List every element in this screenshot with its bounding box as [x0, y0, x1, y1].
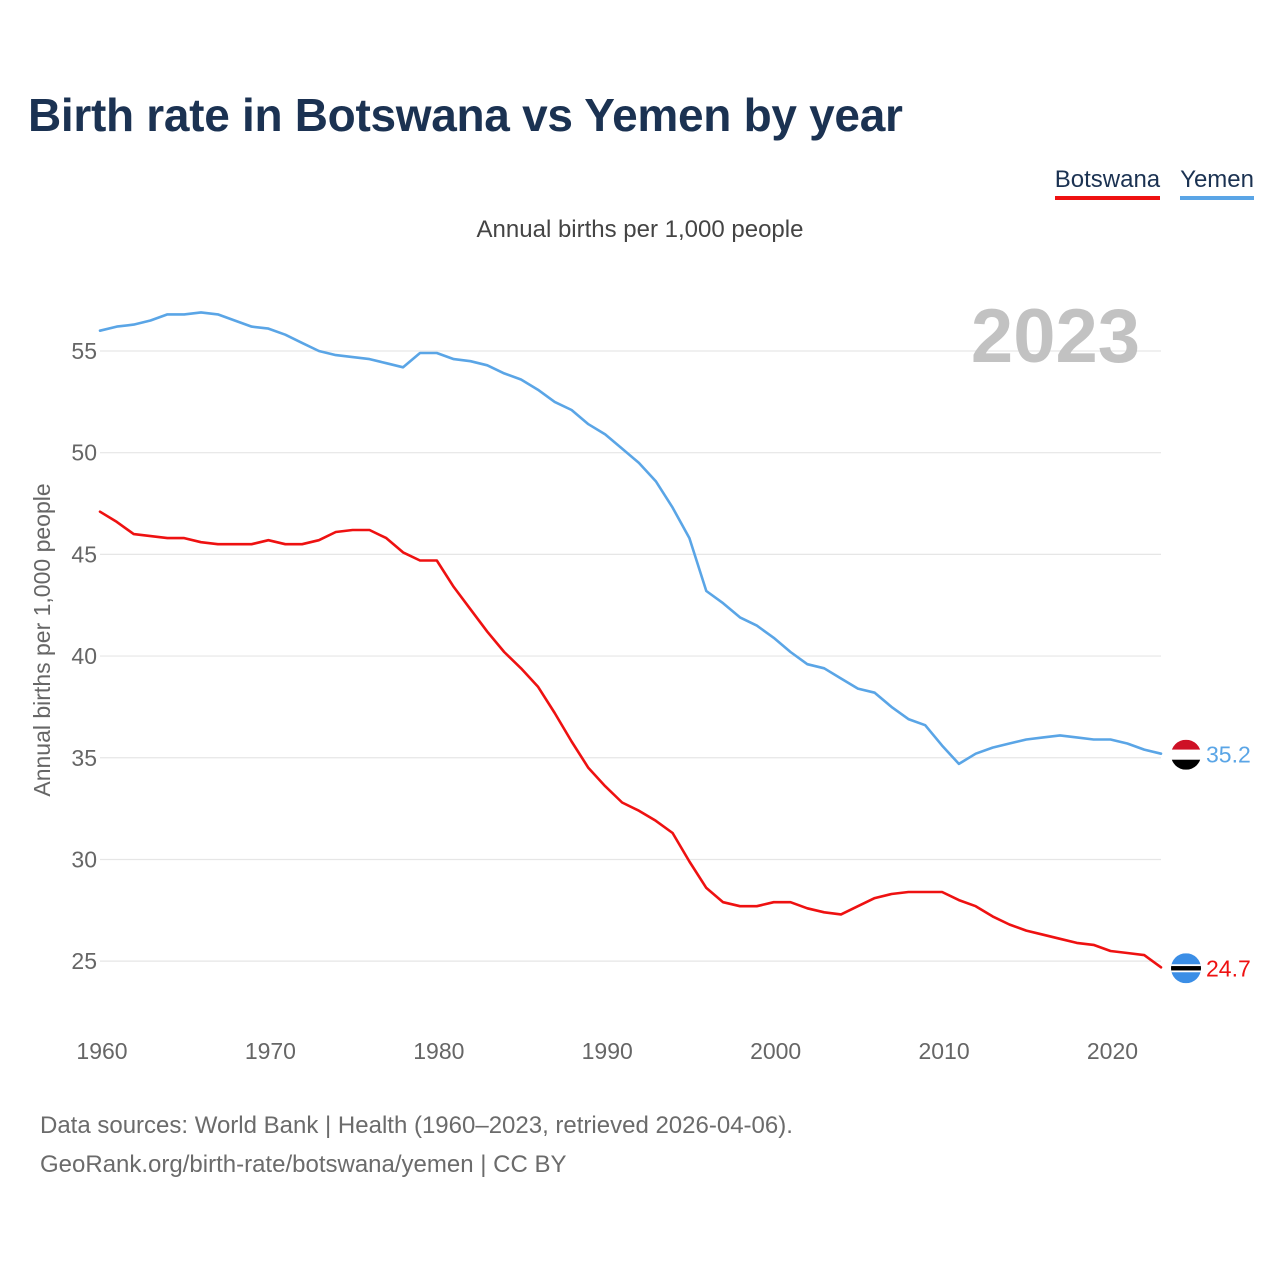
x-tick-label: 2020 — [1087, 1038, 1138, 1064]
source-line-1: Data sources: World Bank | Health (1960–… — [40, 1112, 793, 1139]
y-tick-label: 25 — [71, 948, 97, 974]
series-line-botswana[interactable] — [98, 510, 1163, 969]
x-tick-label: 2000 — [750, 1038, 801, 1064]
y-tick-label: 55 — [71, 338, 97, 364]
y-tick-label: 50 — [71, 440, 97, 466]
flag-yemen-icon — [1171, 739, 1201, 770]
end-label-botswana: 24.7 — [1206, 955, 1251, 981]
x-tick-label: 1990 — [582, 1038, 633, 1064]
chart-subtitle: Annual births per 1,000 people — [476, 216, 804, 243]
x-tick-label: 1980 — [413, 1038, 464, 1064]
x-tick-label: 2010 — [918, 1038, 969, 1064]
y-axis-title: Annual births per 1,000 people — [29, 483, 55, 796]
legend-item-yemen[interactable]: Yemen — [1180, 166, 1254, 200]
y-tick-label: 35 — [71, 745, 97, 771]
series-line-yemen[interactable] — [98, 311, 1163, 766]
x-tick-label: 1960 — [76, 1038, 127, 1064]
y-tick-label: 40 — [71, 643, 97, 669]
end-label-yemen: 35.2 — [1206, 742, 1251, 768]
source-note: Data sources: World Bank | Health (1960–… — [40, 1106, 793, 1184]
legend: Botswana Yemen — [1054, 166, 1254, 200]
legend-item-botswana[interactable]: Botswana — [1054, 166, 1161, 200]
source-line-2[interactable]: GeoRank.org/birth-rate/botswana/yemen | … — [40, 1151, 567, 1178]
x-tick-label: 1970 — [245, 1038, 296, 1064]
y-tick-label: 45 — [71, 541, 97, 567]
y-tick-label: 30 — [71, 846, 97, 872]
year-watermark: 2023 — [971, 294, 1140, 379]
chart-title: Birth rate in Botswana vs Yemen by year — [28, 89, 903, 141]
flag-botswana-icon — [1171, 953, 1201, 984]
